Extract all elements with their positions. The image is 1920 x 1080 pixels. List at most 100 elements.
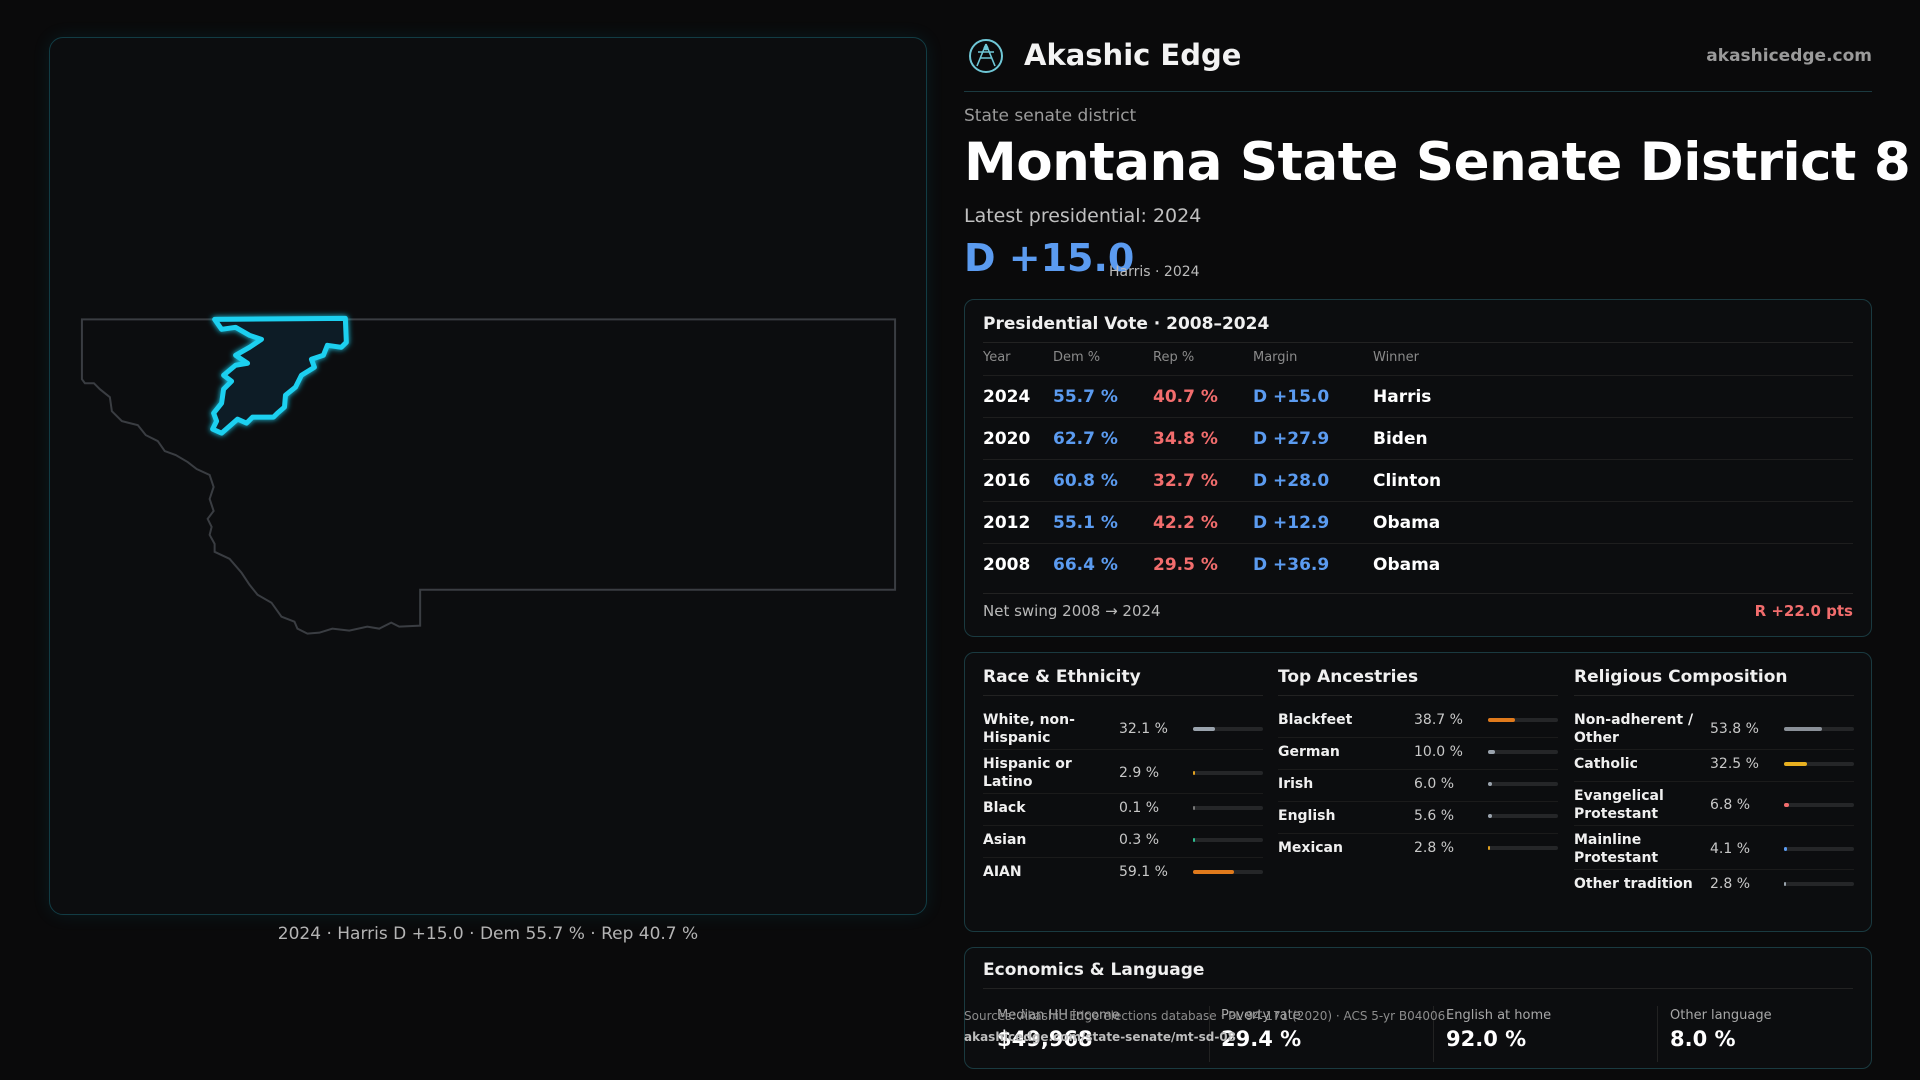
divider: [983, 593, 1853, 594]
ancestry-title: Top Ancestries: [1278, 667, 1419, 687]
race-bar-fill: [1193, 870, 1235, 874]
state-outline: [80, 318, 897, 635]
brand-header: Akashic Edge akashicedge.com: [964, 36, 1872, 92]
cell-rep: 42.2 %: [1153, 513, 1218, 533]
stat-other-language: Other language 8.0 %: [1670, 1008, 1880, 1051]
district-map-panel: [49, 37, 927, 915]
economics-card: Economics & Language Median HH income $4…: [964, 947, 1872, 1069]
ancestry-bar: [1488, 814, 1558, 818]
col-margin: Margin: [1253, 350, 1298, 365]
religion-bar: [1784, 882, 1854, 886]
ancestry-bar: [1488, 718, 1558, 722]
divider: [983, 825, 1263, 826]
ancestry-label: German: [1278, 744, 1340, 760]
source-url-link[interactable]: akashicedge.com/state-senate/mt-sd-08: [964, 1030, 1236, 1044]
stat-value: 8.0 %: [1670, 1027, 1736, 1051]
religion-row: Non-adherent / Other 53.8 %: [1574, 711, 1854, 755]
race-bar: [1193, 870, 1263, 874]
col-winner: Winner: [1373, 350, 1420, 365]
col-year: Year: [983, 350, 1011, 365]
divider: [983, 749, 1263, 750]
religion-bar: [1784, 727, 1854, 731]
ancestry-bar-fill: [1488, 814, 1492, 818]
cell-year: 2016: [983, 471, 1031, 491]
presidential-vote-card: Presidential Vote · 2008–2024 Year Dem %…: [964, 299, 1872, 637]
cell-margin: D +12.9: [1253, 513, 1330, 533]
economics-title: Economics & Language: [983, 960, 1205, 980]
ancestry-value: 5.6 %: [1414, 808, 1455, 824]
cell-dem: 55.1 %: [1053, 513, 1118, 533]
table-row: 2016 60.8 % 32.7 % D +28.0 Clinton: [983, 459, 1853, 501]
cell-year: 2012: [983, 513, 1031, 533]
cell-winner: Clinton: [1373, 471, 1442, 491]
race-bar: [1193, 838, 1263, 842]
ancestry-bar-fill: [1488, 846, 1490, 850]
stat-poverty-rate: Poverty rate 29.4 %: [1221, 1008, 1431, 1051]
divider: [1433, 1006, 1434, 1062]
race-row: AIAN 59.1 %: [983, 863, 1263, 895]
divider: [1209, 1006, 1210, 1062]
religion-bar: [1784, 847, 1854, 851]
ancestry-bar: [1488, 846, 1558, 850]
cell-margin: D +15.0: [1253, 387, 1330, 407]
brand-url-link[interactable]: akashicedge.com: [1706, 46, 1872, 66]
race-value: 59.1 %: [1119, 864, 1168, 880]
race-label: Black: [983, 800, 1026, 816]
divider: [1657, 1006, 1658, 1062]
ancestry-row: German 10.0 %: [1278, 743, 1558, 775]
cell-rep: 40.7 %: [1153, 387, 1218, 407]
cell-dem: 55.7 %: [1053, 387, 1118, 407]
divider: [1574, 695, 1854, 696]
cell-dem: 66.4 %: [1053, 555, 1118, 575]
cell-margin: D +28.0: [1253, 471, 1330, 491]
district-8-shape[interactable]: [210, 315, 349, 436]
presidential-title: Presidential Vote · 2008–2024: [983, 314, 1270, 334]
ancestry-label: Blackfeet: [1278, 712, 1353, 728]
net-swing-value: R +22.0 pts: [1754, 602, 1853, 620]
ancestry-value: 38.7 %: [1414, 712, 1463, 728]
race-bar-fill: [1193, 806, 1195, 810]
ancestries-section: Top Ancestries Blackfeet 38.7 % German 10.0…: [1278, 653, 1558, 933]
religion-value: 53.8 %: [1710, 721, 1759, 737]
cell-rep: 34.8 %: [1153, 429, 1218, 449]
cell-winner: Obama: [1373, 555, 1441, 575]
table-header: Year Dem % Rep % Margin Winner: [983, 350, 1853, 370]
race-value: 0.3 %: [1119, 832, 1160, 848]
latest-margin: D +15.0: [964, 236, 1135, 280]
divider: [1574, 749, 1854, 750]
race-bar: [1193, 727, 1263, 731]
akashic-logo-icon: [969, 39, 1003, 73]
stat-value: 92.0 %: [1446, 1027, 1527, 1051]
cell-winner: Biden: [1373, 429, 1428, 449]
latest-margin-subtitle: Harris · 2024: [1109, 264, 1200, 280]
divider: [1574, 781, 1854, 782]
page-title: Montana State Senate District 8: [964, 132, 1911, 193]
demographics-card: Race & Ethnicity White, non-Hispanic 32.1…: [964, 652, 1872, 932]
map-caption: 2024 · Harris D +15.0 · Dem 55.7 % · Rep…: [277, 924, 699, 944]
ancestry-bar: [1488, 782, 1558, 786]
cell-dem: 62.7 %: [1053, 429, 1118, 449]
race-row: Asian 0.3 %: [983, 831, 1263, 863]
ancestry-label: Irish: [1278, 776, 1314, 792]
race-bar-fill: [1193, 771, 1196, 775]
table-row: 2012 55.1 % 42.2 % D +12.9 Obama: [983, 501, 1853, 543]
ancestry-value: 6.0 %: [1414, 776, 1455, 792]
divider: [1278, 695, 1558, 696]
divider: [1278, 737, 1558, 738]
stat-label: Poverty rate: [1221, 1008, 1301, 1023]
ancestry-label: Mexican: [1278, 840, 1343, 856]
religion-label: Evangelical Protestant: [1574, 788, 1664, 822]
race-bar: [1193, 806, 1263, 810]
cell-rep: 32.7 %: [1153, 471, 1218, 491]
religion-row: Mainline Protestant 4.1 %: [1574, 831, 1854, 875]
source-text: Sources: Akashic Edge elections database…: [964, 1009, 1446, 1023]
race-bar: [1193, 771, 1263, 775]
race-row: White, non-Hispanic 32.1 %: [983, 711, 1263, 755]
religion-row: Catholic 32.5 %: [1574, 755, 1854, 787]
race-label: Hispanic or Latino: [983, 756, 1072, 790]
race-value: 32.1 %: [1119, 721, 1168, 737]
cell-dem: 60.8 %: [1053, 471, 1118, 491]
religion-section: Religious Composition Non-adherent / Oth…: [1574, 653, 1854, 933]
ancestry-row: Irish 6.0 %: [1278, 775, 1558, 807]
stat-label: Median HH income: [997, 1008, 1120, 1023]
